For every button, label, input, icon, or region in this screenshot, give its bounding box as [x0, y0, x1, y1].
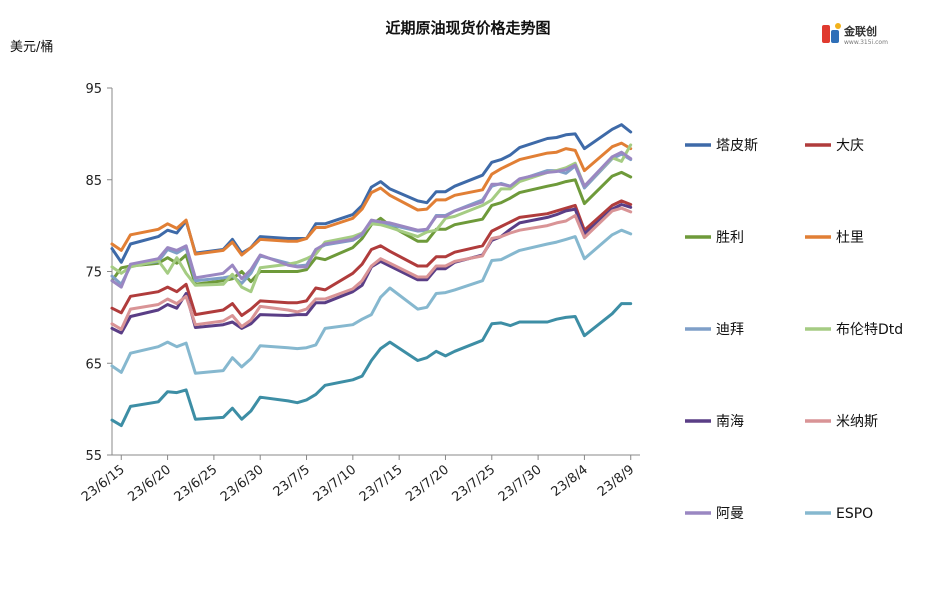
x-tick-label: 23/8/9 — [595, 462, 637, 500]
y-axis-ticks: 55 65 75 85 95 — [85, 82, 112, 464]
logo-mark-icon — [822, 23, 841, 43]
x-tick-label: 23/7/20 — [403, 462, 452, 505]
legend-label: 米纳斯 — [836, 414, 878, 430]
x-tick-label: 23/7/25 — [450, 462, 499, 505]
legend-label: 胜利 — [716, 230, 744, 246]
x-tick-label: 23/6/20 — [125, 462, 174, 505]
x-tick-label: 23/7/30 — [496, 462, 545, 505]
x-tick-label: 23/7/15 — [357, 462, 406, 505]
legend-label: ESPO — [836, 506, 873, 522]
legend-label: 大庆 — [836, 138, 864, 154]
y-tick-label: 95 — [85, 82, 102, 97]
legend-label: 布伦特Dtd — [836, 322, 903, 338]
x-tick-label: 23/6/25 — [172, 462, 221, 505]
logo-text: 金联创 — [843, 24, 877, 38]
legend-label: 杜里 — [836, 230, 864, 246]
x-tick-label: 23/7/5 — [271, 462, 313, 500]
y-tick-label: 85 — [85, 174, 102, 189]
logo: 金联创 www.315i.com — [822, 23, 888, 46]
x-tick-label: 23/7/10 — [311, 462, 360, 505]
chart-title: 近期原油现货价格走势图 — [385, 19, 550, 37]
y-tick-label: 65 — [85, 357, 102, 372]
series-line — [110, 206, 633, 331]
x-tick-label: 23/8/4 — [549, 462, 591, 500]
legend-label: 迪拜 — [716, 322, 744, 338]
series-line — [110, 302, 633, 428]
legend-label: 阿曼 — [716, 506, 744, 522]
series-line — [110, 150, 633, 289]
y-tick-label: 55 — [85, 449, 102, 464]
series-line — [110, 141, 633, 257]
series-line — [110, 228, 633, 375]
y-axis-unit-label: 美元/桶 — [10, 40, 53, 55]
series-line — [110, 199, 633, 317]
y-tick-label: 75 — [85, 266, 102, 281]
logo-subtext: www.315i.com — [844, 39, 888, 46]
legend-label: 塔皮斯 — [716, 138, 758, 154]
x-tick-label: 23/6/15 — [79, 462, 128, 505]
series-lines — [110, 123, 633, 428]
x-tick-label: 23/6/30 — [218, 462, 267, 505]
legend-label: 南海 — [716, 414, 744, 430]
